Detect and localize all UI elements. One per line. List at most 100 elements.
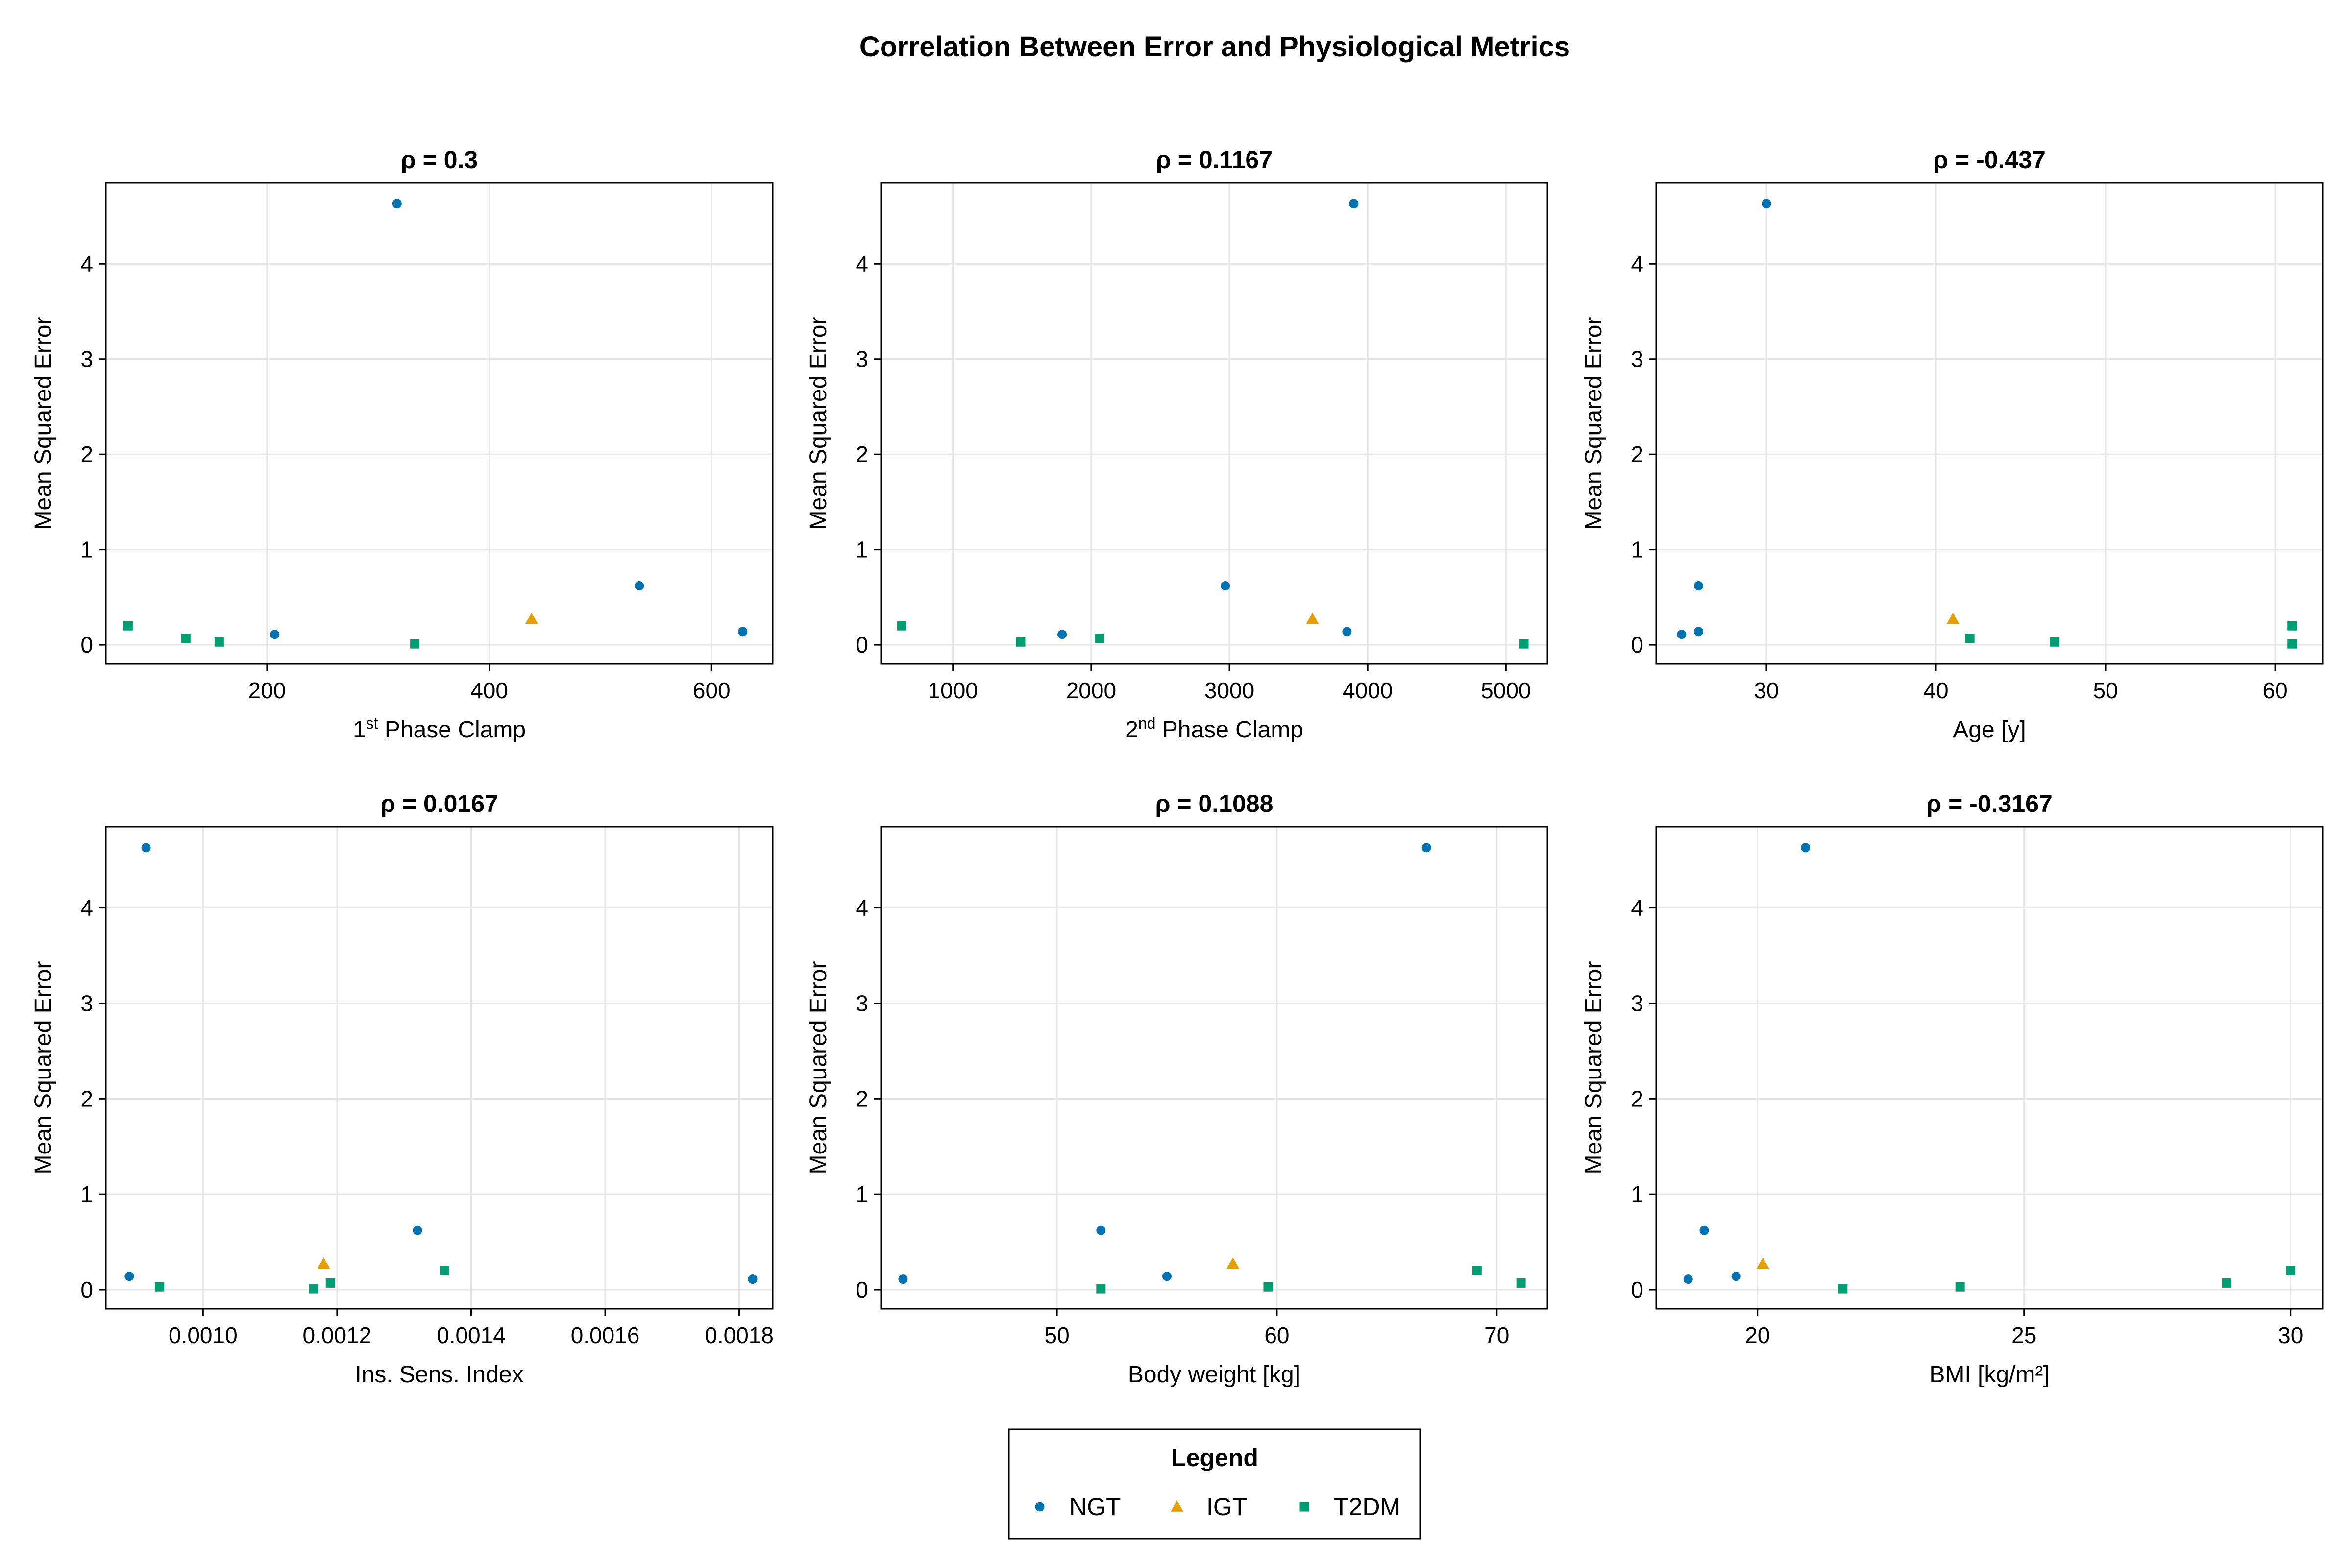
figure-title: Correlation Between Error and Physiologi… xyxy=(859,31,1570,63)
series-t2dm xyxy=(1096,1266,1526,1294)
x-tick-label: 2000 xyxy=(1066,678,1116,703)
series-ngt xyxy=(898,843,1431,1284)
legend: Legend NGT IGT T2DM xyxy=(1008,1428,1421,1540)
data-point-t2dm xyxy=(123,621,133,631)
subplot-6: 20 25 30 0 1 2 3 4 ρ = -0.3167 BMI [kg/m²] Mean Sq… xyxy=(1581,790,2324,1388)
legend-entry-ngt: NGT xyxy=(1035,1493,1121,1520)
x-tick-label: 0.0014 xyxy=(437,1323,506,1348)
y-axis-label: Mean Squared Error xyxy=(806,317,832,530)
data-point-igt xyxy=(525,612,538,624)
data-point-ngt xyxy=(1677,630,1687,639)
x-tick-label: 3000 xyxy=(1204,678,1254,703)
y-tick-label: 1 xyxy=(856,1181,868,1207)
plot-frame xyxy=(105,826,774,1310)
x-tick-label: 0.0010 xyxy=(169,1323,238,1348)
x-tick-label: 60 xyxy=(1264,1323,1289,1348)
y-tick-label: 1 xyxy=(80,1181,93,1207)
x-axis-label-part: 2 xyxy=(1125,717,1138,743)
data-point-t2dm xyxy=(1472,1266,1482,1275)
y-tick-label: 3 xyxy=(856,346,868,372)
data-point-t2dm xyxy=(410,639,420,649)
x-tick-label: 50 xyxy=(2093,678,2118,703)
y-tick-label: 4 xyxy=(80,251,93,276)
data-point-t2dm xyxy=(2287,639,2297,649)
y-tick-label: 2 xyxy=(1631,441,1643,467)
y-tick-label: 2 xyxy=(1631,1086,1643,1111)
plot-frame xyxy=(880,182,1548,665)
data-point-igt xyxy=(317,1257,330,1269)
x-tick-label: 0.0016 xyxy=(571,1323,640,1348)
data-point-ngt xyxy=(270,630,280,639)
legend-label: NGT xyxy=(1069,1493,1121,1520)
x-tick-label: 40 xyxy=(1923,678,1948,703)
legend-label: T2DM xyxy=(1334,1493,1400,1520)
y-tick-label: 1 xyxy=(1631,537,1643,563)
x-tick-label: 600 xyxy=(693,678,731,703)
series-igt xyxy=(1306,612,1319,624)
x-tick-label: 0.0012 xyxy=(303,1323,372,1348)
data-point-ngt xyxy=(748,1274,758,1284)
series-t2dm xyxy=(1965,621,2297,649)
plot-frame xyxy=(1655,182,2324,665)
y-tick-label: 1 xyxy=(856,537,868,563)
x-tick-label: 1000 xyxy=(928,678,978,703)
series-ngt xyxy=(1057,199,1359,639)
x-tick-label: 50 xyxy=(1044,1323,1069,1348)
data-point-t2dm xyxy=(2286,1266,2296,1275)
series-t2dm xyxy=(1838,1266,2296,1294)
y-tick-label: 4 xyxy=(856,251,868,276)
y-tick-label: 0 xyxy=(80,1277,93,1302)
data-point-t2dm xyxy=(1016,637,1026,647)
y-tick-label: 3 xyxy=(1631,346,1643,372)
y-tick-label: 0 xyxy=(856,1277,868,1302)
legend-marker-ngt xyxy=(1035,1502,1045,1512)
data-point-t2dm xyxy=(1838,1284,1848,1294)
y-tick-label: 4 xyxy=(1631,895,1643,921)
data-point-ngt xyxy=(1096,1225,1106,1235)
series-ngt xyxy=(1683,843,1811,1284)
data-point-t2dm xyxy=(2050,637,2059,647)
x-axis-label: Body weight [kg] xyxy=(1128,1362,1300,1388)
data-point-t2dm xyxy=(214,637,224,647)
y-axis-label: Mean Squared Error xyxy=(806,961,832,1175)
data-point-ngt xyxy=(635,581,644,591)
data-point-igt xyxy=(1946,612,1960,624)
series-igt xyxy=(1226,1257,1240,1269)
series-t2dm xyxy=(154,1266,449,1294)
data-point-t2dm xyxy=(181,633,191,643)
x-tick-label: 30 xyxy=(2278,1323,2303,1348)
y-tick-label: 3 xyxy=(1631,990,1643,1016)
legend-label: IGT xyxy=(1206,1493,1247,1520)
y-axis-label: Mean Squared Error xyxy=(30,317,56,530)
y-tick-label: 2 xyxy=(80,1086,93,1111)
data-point-ngt xyxy=(1801,843,1811,853)
data-point-t2dm xyxy=(2222,1278,2231,1288)
series-t2dm xyxy=(897,621,1529,649)
data-point-ngt xyxy=(413,1225,422,1235)
x-tick-label: 20 xyxy=(1745,1323,1770,1348)
data-point-ngt xyxy=(1694,627,1704,637)
y-axis-label: Mean Squared Error xyxy=(30,961,56,1175)
data-point-ngt xyxy=(141,843,151,853)
y-tick-label: 3 xyxy=(80,990,93,1016)
x-axis-label-superscript: st xyxy=(366,714,378,732)
x-tick-label: 400 xyxy=(470,678,508,703)
x-tick-label: 70 xyxy=(1484,1323,1509,1348)
data-point-ngt xyxy=(1731,1272,1741,1281)
data-point-t2dm xyxy=(1519,639,1529,649)
data-point-igt xyxy=(1756,1257,1769,1269)
y-tick-label: 2 xyxy=(856,1086,868,1111)
subplot-title: ρ = 0.0167 xyxy=(380,790,498,817)
series-ngt xyxy=(124,843,758,1284)
legend-title: Legend xyxy=(1171,1444,1258,1471)
legend-entry-t2dm: T2DM xyxy=(1299,1493,1400,1520)
y-tick-label: 4 xyxy=(856,895,868,921)
data-point-ngt xyxy=(1349,199,1359,209)
subplot-title: ρ = -0.3167 xyxy=(1926,790,2053,817)
y-tick-label: 0 xyxy=(1631,1277,1643,1302)
data-point-t2dm xyxy=(2287,621,2297,631)
